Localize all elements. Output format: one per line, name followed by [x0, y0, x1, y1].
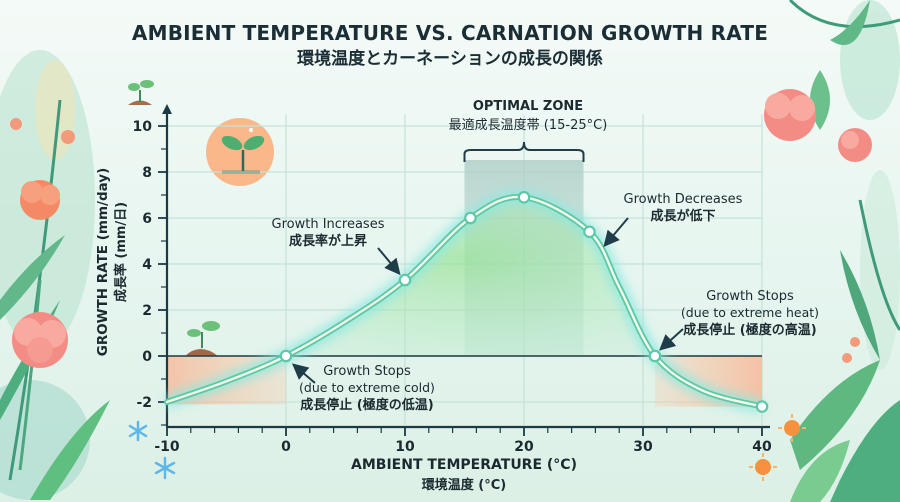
snowflake-icon: [128, 420, 148, 442]
y-tick-label: 4: [142, 257, 152, 273]
x-tick-label: 20: [514, 439, 534, 455]
y-axis-label-jp: 成長率 (mm/日): [113, 202, 129, 302]
carnation-flower-icon: [764, 89, 816, 141]
annotation-text: Growth Increases: [272, 217, 385, 232]
data-point: [755, 400, 769, 413]
annotation-text: 成長が低下: [650, 208, 715, 224]
y-tick-label: 0: [142, 349, 152, 365]
optimal-zone-label-jp: 最適成長温度帯 (15-25°C): [449, 117, 608, 133]
sun-icon: [749, 453, 777, 481]
annotation-stop-cold: Growth Stops(due to extreme cold) 成長停止 (極…: [291, 363, 435, 413]
x-axis-label: AMBIENT TEMPERATURE (°C): [351, 457, 577, 473]
snowflake-icon: [154, 456, 176, 480]
annotation-text: (due to extreme heat): [681, 305, 819, 320]
tick-labels: -10 0 10 20 30 40 -2 0 2 4 6 8 10: [133, 119, 772, 455]
chart-subtitle: 環境温度とカーネーションの成長の関係: [297, 49, 603, 69]
y-axis-arrow-icon: [162, 104, 172, 114]
data-point: [464, 211, 477, 225]
annotation-text: 成長停止 (極度の低温): [300, 397, 433, 413]
annotation-text: 成長率が上昇: [289, 233, 367, 249]
chart-title: AMBIENT TEMPERATURE VS. CARNATION GROWTH…: [131, 21, 769, 45]
x-tick-label: 0: [281, 439, 291, 455]
annotation-arrow-icon: [291, 363, 316, 384]
y-axis-label: GROWTH RATE (mm/day): [95, 168, 111, 357]
x-axis-label-jp: 環境温度 (°C): [422, 477, 506, 493]
annotation-arrow-icon: [603, 217, 629, 248]
data-point: [398, 273, 412, 287]
seedling-soil-icon: [185, 321, 220, 356]
x-tick-label: -10: [154, 439, 180, 455]
carnation-flower-icon: [12, 312, 68, 368]
carnation-flower-icon: [20, 180, 60, 220]
carnation-flower-icon: [838, 128, 872, 162]
y-tick-label: 10: [133, 119, 153, 135]
x-tick-label: 30: [633, 439, 653, 455]
series-growth-rate: [164, 189, 769, 414]
right-floral-decoration: [764, 0, 900, 502]
sprout-badge-icon: [206, 118, 274, 186]
annotation-text: Growth Stops: [706, 289, 794, 304]
left-floral-decoration: [0, 50, 110, 500]
y-tick-label: 8: [142, 165, 152, 181]
y-tick-label: 2: [142, 303, 152, 319]
x-tick-label: 10: [395, 439, 415, 455]
annotation-arrow-icon: [659, 328, 684, 351]
annotation-text: (due to extreme cold): [299, 380, 435, 395]
data-point: [648, 349, 662, 363]
y-tick-label: -2: [136, 395, 152, 411]
sun-icon: [778, 414, 806, 442]
optimal-zone-label: OPTIMAL ZONE: [473, 99, 583, 114]
annotation-stop-heat: Growth Stops(due to extreme heat) 成長停止 (極…: [659, 289, 819, 351]
annotation-text: 成長停止 (極度の高温): [683, 322, 816, 338]
y-tick-label: 6: [142, 211, 152, 227]
annotation-text: Growth Stops: [323, 364, 411, 379]
positive-area-fill: [286, 196, 655, 356]
data-point: [583, 225, 596, 239]
data-point: [517, 191, 531, 204]
annotation-text: Growth Decreases: [624, 192, 743, 207]
x-tick-label: 40: [752, 439, 772, 455]
seedling-icon: [128, 80, 154, 105]
optimal-zone-bracket: [463, 141, 585, 162]
annotation-arrow-icon: [377, 247, 401, 276]
data-point: [279, 349, 293, 363]
